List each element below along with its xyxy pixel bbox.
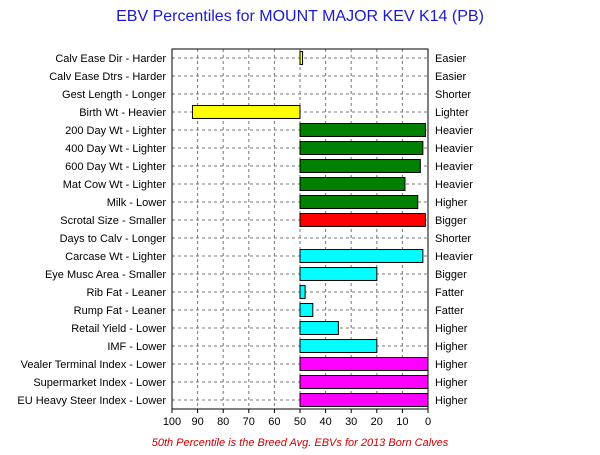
bar-layer [191,51,429,407]
bar-row-3 [191,105,301,119]
trait-label-right: Shorter [435,233,471,245]
trait-label-right: Fatter [435,305,464,317]
bar-row-14 [299,303,314,317]
trait-label-left: Days to Calv - Longer [60,233,167,245]
trait-label-right: Higher [435,359,468,371]
tick-layer: 100 90 80 70 60 50 40 30 20 10 0 [163,409,431,428]
x-tick-label: 20 [371,416,383,428]
label-layer: Calv Ease Dir - Harder Easier Calv Ease Dt… [17,53,473,407]
bar-row-5 [299,141,424,155]
trait-label-right: Easier [435,71,467,83]
trait-label-left: Calv Ease Dtrs - Harder [49,71,166,83]
x-tick-label: 90 [191,416,203,428]
trait-label-right: Heavier [435,161,473,173]
trait-label-left: Gest Length - Longer [62,89,166,101]
trait-label-left: Rump Fat - Leaner [74,305,167,317]
bar-row-6 [299,159,421,173]
trait-label-right: Bigger [435,215,467,227]
x-tick-label: 50 [294,416,306,428]
trait-label-right: Higher [435,395,468,407]
trait-label-left: Milk - Lower [107,197,167,209]
trait-label-left: Retail Yield - Lower [71,323,166,335]
x-tick-label: 10 [396,416,408,428]
bar-row-0 [299,51,304,65]
x-tick-label: 100 [163,416,181,428]
trait-label-left: 200 Day Wt - Lighter [65,125,166,137]
bar-row-4 [299,123,426,137]
trait-label-left: Eye Musc Area - Smaller [45,269,166,281]
trait-label-right: Shorter [435,89,471,101]
trait-label-right: Fatter [435,287,464,299]
trait-label-right: Higher [435,341,468,353]
trait-label-right: Higher [435,377,468,389]
trait-label-left: 400 Day Wt - Lighter [65,143,166,155]
chart-title: EBV Percentiles for MOUNT MAJOR KEV K14 … [116,8,484,25]
trait-label-left: Vealer Terminal Index - Lower [21,359,167,371]
trait-label-left: Birth Wt - Heavier [79,107,166,119]
x-tick-label: 80 [217,416,229,428]
trait-label-left: IMF - Lower [107,341,166,353]
trait-label-left: Rib Fat - Leaner [87,287,167,299]
bar-row-17 [299,357,429,371]
grid-layer [172,49,428,409]
trait-label-right: Higher [435,323,468,335]
x-tick-label: 70 [243,416,255,428]
bar-row-15 [299,321,339,335]
trait-label-right: Easier [435,53,467,65]
bar-row-9 [299,213,426,227]
x-tick-label: 60 [268,416,280,428]
trait-label-right: Heavier [435,251,473,263]
bar-row-18 [299,375,429,389]
bar-row-12 [299,267,378,281]
bar-row-7 [299,177,406,191]
trait-label-right: Heavier [435,179,473,191]
chart-footnote: 50th Percentile is the Breed Avg. EBVs f… [152,437,449,449]
trait-label-left: Calv Ease Dir - Harder [55,53,166,65]
trait-label-left: Carcase Wt - Lighter [65,251,166,263]
trait-label-left: EU Heavy Steer Index - Lower [17,395,166,407]
bar-row-8 [299,195,419,209]
trait-label-left: 600 Day Wt - Lighter [65,161,166,173]
bar-row-19 [299,393,429,407]
x-tick-label: 30 [345,416,357,428]
bar-row-16 [299,339,378,353]
trait-label-right: Lighter [435,107,469,119]
trait-label-right: Heavier [435,143,473,155]
trait-label-left: Scrotal Size - Smaller [60,215,166,227]
x-tick-label: 40 [319,416,331,428]
trait-label-right: Bigger [435,269,467,281]
bar-row-13 [299,285,306,299]
bar-row-11 [299,249,424,263]
trait-label-left: Mat Cow Wt - Lighter [63,179,167,191]
trait-label-right: Heavier [435,125,473,137]
trait-label-left: Supermarket Index - Lower [33,377,166,389]
x-tick-label: 0 [425,416,431,428]
trait-label-right: Higher [435,197,468,209]
